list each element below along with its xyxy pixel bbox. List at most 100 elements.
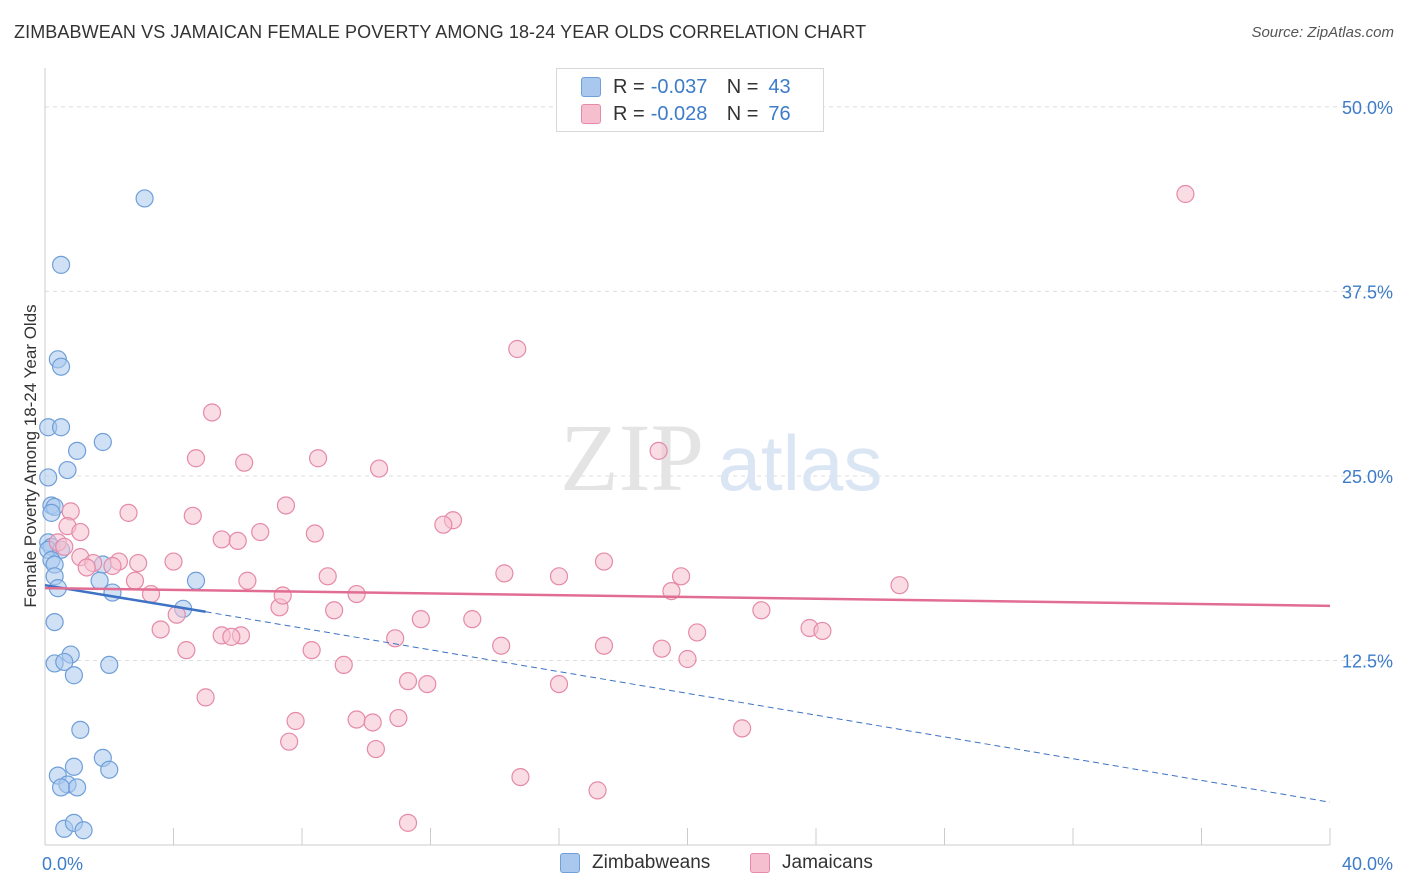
point-jamaicans-62 bbox=[418, 674, 437, 694]
point-jamaicans-59 bbox=[678, 649, 697, 669]
point-jamaicans-58 bbox=[652, 639, 671, 658]
point-jamaicans-18 bbox=[212, 530, 231, 549]
legend-item-zimbabweans[interactable]: Zimbabweans bbox=[560, 852, 710, 874]
legend-swatch-blue bbox=[560, 853, 580, 873]
legend-r-label: R = bbox=[613, 75, 645, 98]
legend-n-label: N = bbox=[726, 75, 759, 98]
points-layer bbox=[39, 184, 1195, 840]
watermark: ZIP atlas bbox=[560, 404, 882, 511]
series-legend: Zimbabweans Jamaicans bbox=[0, 852, 1406, 878]
point-jamaicans-55 bbox=[302, 641, 321, 660]
trend-layer bbox=[44, 583, 1331, 803]
point-jamaicans-31 bbox=[318, 567, 337, 586]
point-zimbabweans-34 bbox=[64, 757, 84, 776]
legend-label-zimbabweans: Zimbabweans bbox=[592, 852, 711, 873]
legend-row-zimbabweans: R = -0.037 N = 43 bbox=[581, 75, 791, 99]
point-jamaicans-1 bbox=[508, 339, 527, 359]
point-jamaicans-27 bbox=[594, 552, 614, 571]
point-zimbabweans-35 bbox=[100, 760, 119, 779]
y-axis-title: Female Poverty Among 18-24 Year Olds bbox=[21, 304, 40, 607]
point-jamaicans-56 bbox=[492, 636, 511, 655]
point-jamaicans-67 bbox=[363, 713, 382, 732]
trendline-jamaicans bbox=[44, 586, 1331, 608]
point-jamaicans-69 bbox=[733, 719, 752, 738]
point-zimbabweans-3 bbox=[51, 357, 71, 376]
point-jamaicans-39 bbox=[347, 584, 366, 604]
point-jamaicans-44 bbox=[411, 610, 430, 629]
point-jamaicans-34 bbox=[238, 571, 257, 590]
legend-n-value: 43 bbox=[768, 75, 791, 98]
point-jamaicans-49 bbox=[688, 623, 707, 642]
grid-layer bbox=[45, 106, 1392, 661]
point-jamaicans-21 bbox=[55, 537, 74, 556]
source-label: Source: ZipAtlas.com bbox=[1251, 24, 1394, 41]
trendline-zimbabweans-extension bbox=[205, 611, 1331, 803]
legend-swatch-pink bbox=[750, 853, 770, 873]
point-zimbabweans-0 bbox=[135, 189, 154, 208]
point-jamaicans-65 bbox=[286, 711, 305, 731]
point-jamaicans-26 bbox=[164, 552, 183, 571]
legend-item-jamaicans[interactable]: Jamaicans bbox=[750, 852, 873, 874]
x-tick-label-0: 0.0% bbox=[42, 854, 83, 874]
legend-label-jamaicans: Jamaicans bbox=[782, 852, 873, 873]
point-zimbabweans-30 bbox=[100, 655, 119, 675]
point-zimbabweans-31 bbox=[64, 666, 84, 685]
legend-r-label: R = bbox=[613, 102, 645, 125]
point-jamaicans-63 bbox=[549, 674, 569, 694]
point-jamaicans-71 bbox=[366, 739, 385, 759]
point-jamaicans-72 bbox=[511, 767, 530, 787]
point-zimbabweans-5 bbox=[51, 418, 71, 437]
point-jamaicans-8 bbox=[61, 502, 80, 521]
point-jamaicans-60 bbox=[334, 655, 353, 675]
point-jamaicans-7 bbox=[370, 459, 389, 478]
point-zimbabweans-22 bbox=[186, 571, 206, 590]
point-jamaicans-35 bbox=[125, 571, 145, 590]
point-jamaicans-45 bbox=[463, 610, 482, 629]
point-jamaicans-42 bbox=[752, 601, 771, 620]
legend-swatch-pink bbox=[581, 104, 601, 124]
legend-row-jamaicans: R = -0.028 N = 76 bbox=[581, 102, 791, 126]
point-jamaicans-41 bbox=[325, 601, 344, 620]
point-jamaicans-2 bbox=[202, 403, 222, 422]
point-jamaicans-0 bbox=[1176, 184, 1195, 204]
point-jamaicans-13 bbox=[434, 515, 453, 534]
y-tick-label-3: 50.0% bbox=[1342, 98, 1393, 118]
point-jamaicans-73 bbox=[588, 781, 607, 800]
point-jamaicans-37 bbox=[662, 581, 681, 601]
point-jamaicans-4 bbox=[186, 449, 206, 468]
point-jamaicans-74 bbox=[398, 813, 418, 832]
watermark-atlas: atlas bbox=[718, 419, 883, 507]
chart-title: ZIMBABWEAN VS JAMAICAN FEMALE POVERTY AM… bbox=[14, 22, 867, 42]
point-jamaicans-36 bbox=[890, 576, 909, 595]
x-tick-label-1: 40.0% bbox=[1342, 854, 1393, 874]
point-zimbabweans-26 bbox=[45, 612, 64, 632]
point-zimbabweans-7 bbox=[68, 441, 87, 460]
point-jamaicans-66 bbox=[347, 710, 366, 729]
point-jamaicans-28 bbox=[103, 556, 122, 576]
point-jamaicans-6 bbox=[235, 453, 254, 472]
point-jamaicans-61 bbox=[398, 672, 418, 691]
point-jamaicans-30 bbox=[495, 564, 514, 583]
point-zimbabweans-42 bbox=[74, 821, 93, 840]
point-jamaicans-54 bbox=[177, 641, 196, 660]
point-zimbabweans-6 bbox=[93, 432, 112, 452]
point-jamaicans-3 bbox=[649, 441, 668, 460]
point-jamaicans-64 bbox=[196, 688, 215, 707]
axis-layer: 12.5% 25.0% 37.5% 50.0% 0.0% 40.0% bbox=[42, 68, 1393, 874]
y-tick-label-1: 25.0% bbox=[1342, 467, 1393, 487]
point-zimbabweans-9 bbox=[39, 468, 58, 487]
point-jamaicans-70 bbox=[280, 732, 299, 751]
point-zimbabweans-8 bbox=[58, 460, 77, 480]
point-jamaicans-57 bbox=[594, 636, 614, 655]
legend-n-label: N = bbox=[726, 102, 759, 125]
point-zimbabweans-39 bbox=[68, 778, 87, 797]
point-zimbabweans-1 bbox=[51, 255, 71, 274]
point-jamaicans-48 bbox=[813, 621, 832, 641]
point-jamaicans-29 bbox=[77, 558, 96, 577]
point-jamaicans-46 bbox=[151, 620, 170, 639]
point-jamaicans-25 bbox=[129, 553, 148, 573]
point-zimbabweans-32 bbox=[71, 720, 90, 739]
point-jamaicans-32 bbox=[549, 567, 569, 586]
point-jamaicans-68 bbox=[389, 708, 408, 728]
